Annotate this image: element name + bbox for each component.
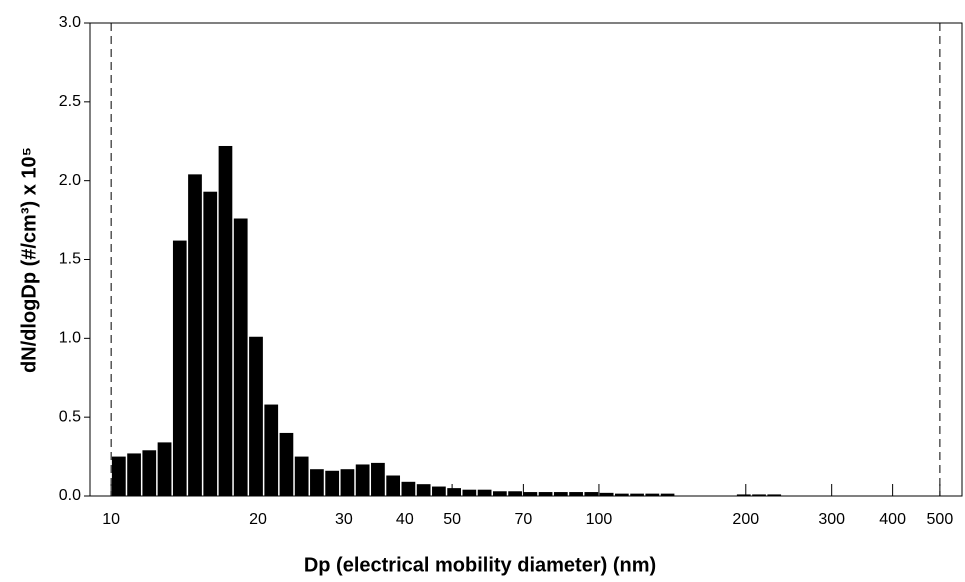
bar xyxy=(660,493,675,496)
bar xyxy=(569,492,583,496)
bar xyxy=(218,145,233,497)
bar xyxy=(599,492,614,496)
bar xyxy=(645,493,660,496)
y-tick-label: 0.5 xyxy=(59,408,81,425)
bar xyxy=(310,469,324,496)
bar xyxy=(172,240,187,496)
x-tick-label: 100 xyxy=(586,511,613,528)
bar xyxy=(416,484,431,496)
y-axis-label: dN/dlogDp (#/cm³) x 10⁵ xyxy=(18,147,40,373)
y-tick-label: 1.5 xyxy=(59,251,81,268)
bar xyxy=(432,486,446,496)
y-tick-label: 2.0 xyxy=(59,172,81,189)
bar xyxy=(386,475,401,496)
bar xyxy=(767,494,782,496)
y-tick-label: 1.0 xyxy=(59,330,81,347)
bar xyxy=(584,492,599,496)
x-tick-label: 20 xyxy=(249,511,267,528)
bar xyxy=(462,489,477,496)
bar xyxy=(233,218,248,497)
bar xyxy=(523,492,538,496)
x-axis-label: Dp (electrical mobility diameter) (nm) xyxy=(304,554,656,576)
y-tick-label: 0.0 xyxy=(59,487,81,504)
bar xyxy=(203,191,218,496)
x-tick-label: 500 xyxy=(927,511,954,528)
bar xyxy=(340,469,355,496)
x-tick-label: 70 xyxy=(514,511,532,528)
bar xyxy=(752,494,766,496)
bar xyxy=(127,453,141,496)
bar xyxy=(157,442,172,496)
bar xyxy=(401,481,416,496)
bar xyxy=(538,492,553,496)
bar xyxy=(279,432,294,496)
bar xyxy=(553,492,568,496)
bar xyxy=(508,491,522,496)
bar xyxy=(188,174,202,497)
bar xyxy=(355,464,370,496)
bar xyxy=(492,491,507,496)
y-tick-label: 3.0 xyxy=(59,14,81,31)
bar xyxy=(264,404,279,496)
bar xyxy=(447,488,461,496)
bar xyxy=(325,470,340,496)
x-tick-label: 200 xyxy=(732,511,759,528)
bar xyxy=(736,494,751,496)
bar xyxy=(249,336,263,496)
bar xyxy=(111,456,126,496)
y-tick-label: 2.5 xyxy=(59,93,81,110)
bar xyxy=(615,493,629,496)
bar xyxy=(477,489,492,496)
x-tick-label: 30 xyxy=(335,511,353,528)
bar xyxy=(630,493,644,496)
x-tick-label: 40 xyxy=(396,511,414,528)
bar xyxy=(371,462,385,496)
bar xyxy=(294,456,309,496)
x-tick-label: 50 xyxy=(443,511,461,528)
x-tick-label: 10 xyxy=(102,511,120,528)
x-tick-label: 300 xyxy=(818,511,845,528)
bar xyxy=(142,450,157,496)
x-tick-label: 400 xyxy=(879,511,906,528)
